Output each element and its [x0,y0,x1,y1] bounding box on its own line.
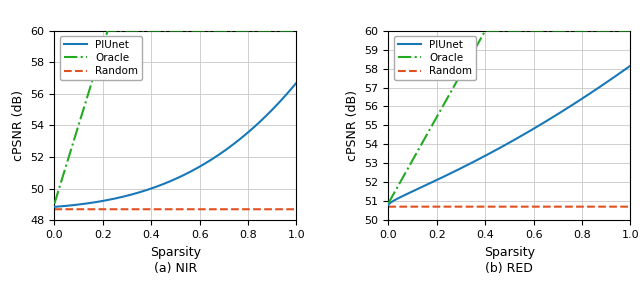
X-axis label: Sparsity: Sparsity [484,246,535,259]
Legend: PIUnet, Oracle, Random: PIUnet, Oracle, Random [60,36,142,80]
Text: (a) NIR: (a) NIR [154,262,197,275]
Text: (b) RED: (b) RED [486,262,533,275]
Legend: PIUnet, Oracle, Random: PIUnet, Oracle, Random [394,36,476,80]
Y-axis label: cPSNR (dB): cPSNR (dB) [346,90,359,161]
Y-axis label: cPSNR (dB): cPSNR (dB) [12,90,25,161]
X-axis label: Sparsity: Sparsity [150,246,201,259]
